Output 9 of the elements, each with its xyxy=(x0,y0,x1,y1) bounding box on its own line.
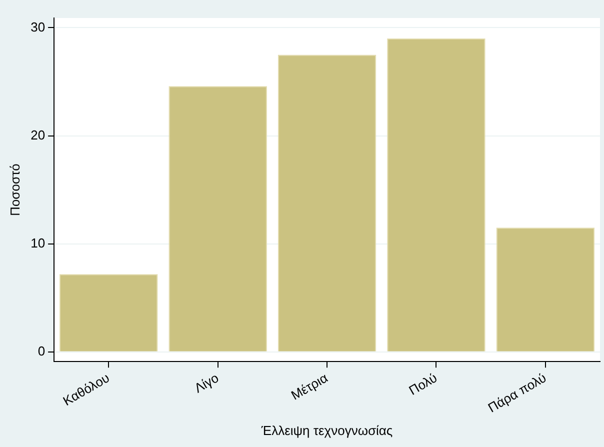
x-axis-title: Έλλειψη τεχνογνωσίας xyxy=(260,422,393,438)
y-axis-title: Ποσοστό xyxy=(7,164,22,216)
x-tick-label: Πάρα πολύ xyxy=(485,370,549,416)
x-tick-label: Λίγο xyxy=(192,370,222,396)
y-tick-label: 0 xyxy=(38,343,46,358)
x-tick-label: Πολύ xyxy=(406,370,440,398)
y-tick-label: 20 xyxy=(30,127,46,142)
y-tick-label: 30 xyxy=(30,19,46,34)
y-tick-label: 10 xyxy=(30,235,46,250)
